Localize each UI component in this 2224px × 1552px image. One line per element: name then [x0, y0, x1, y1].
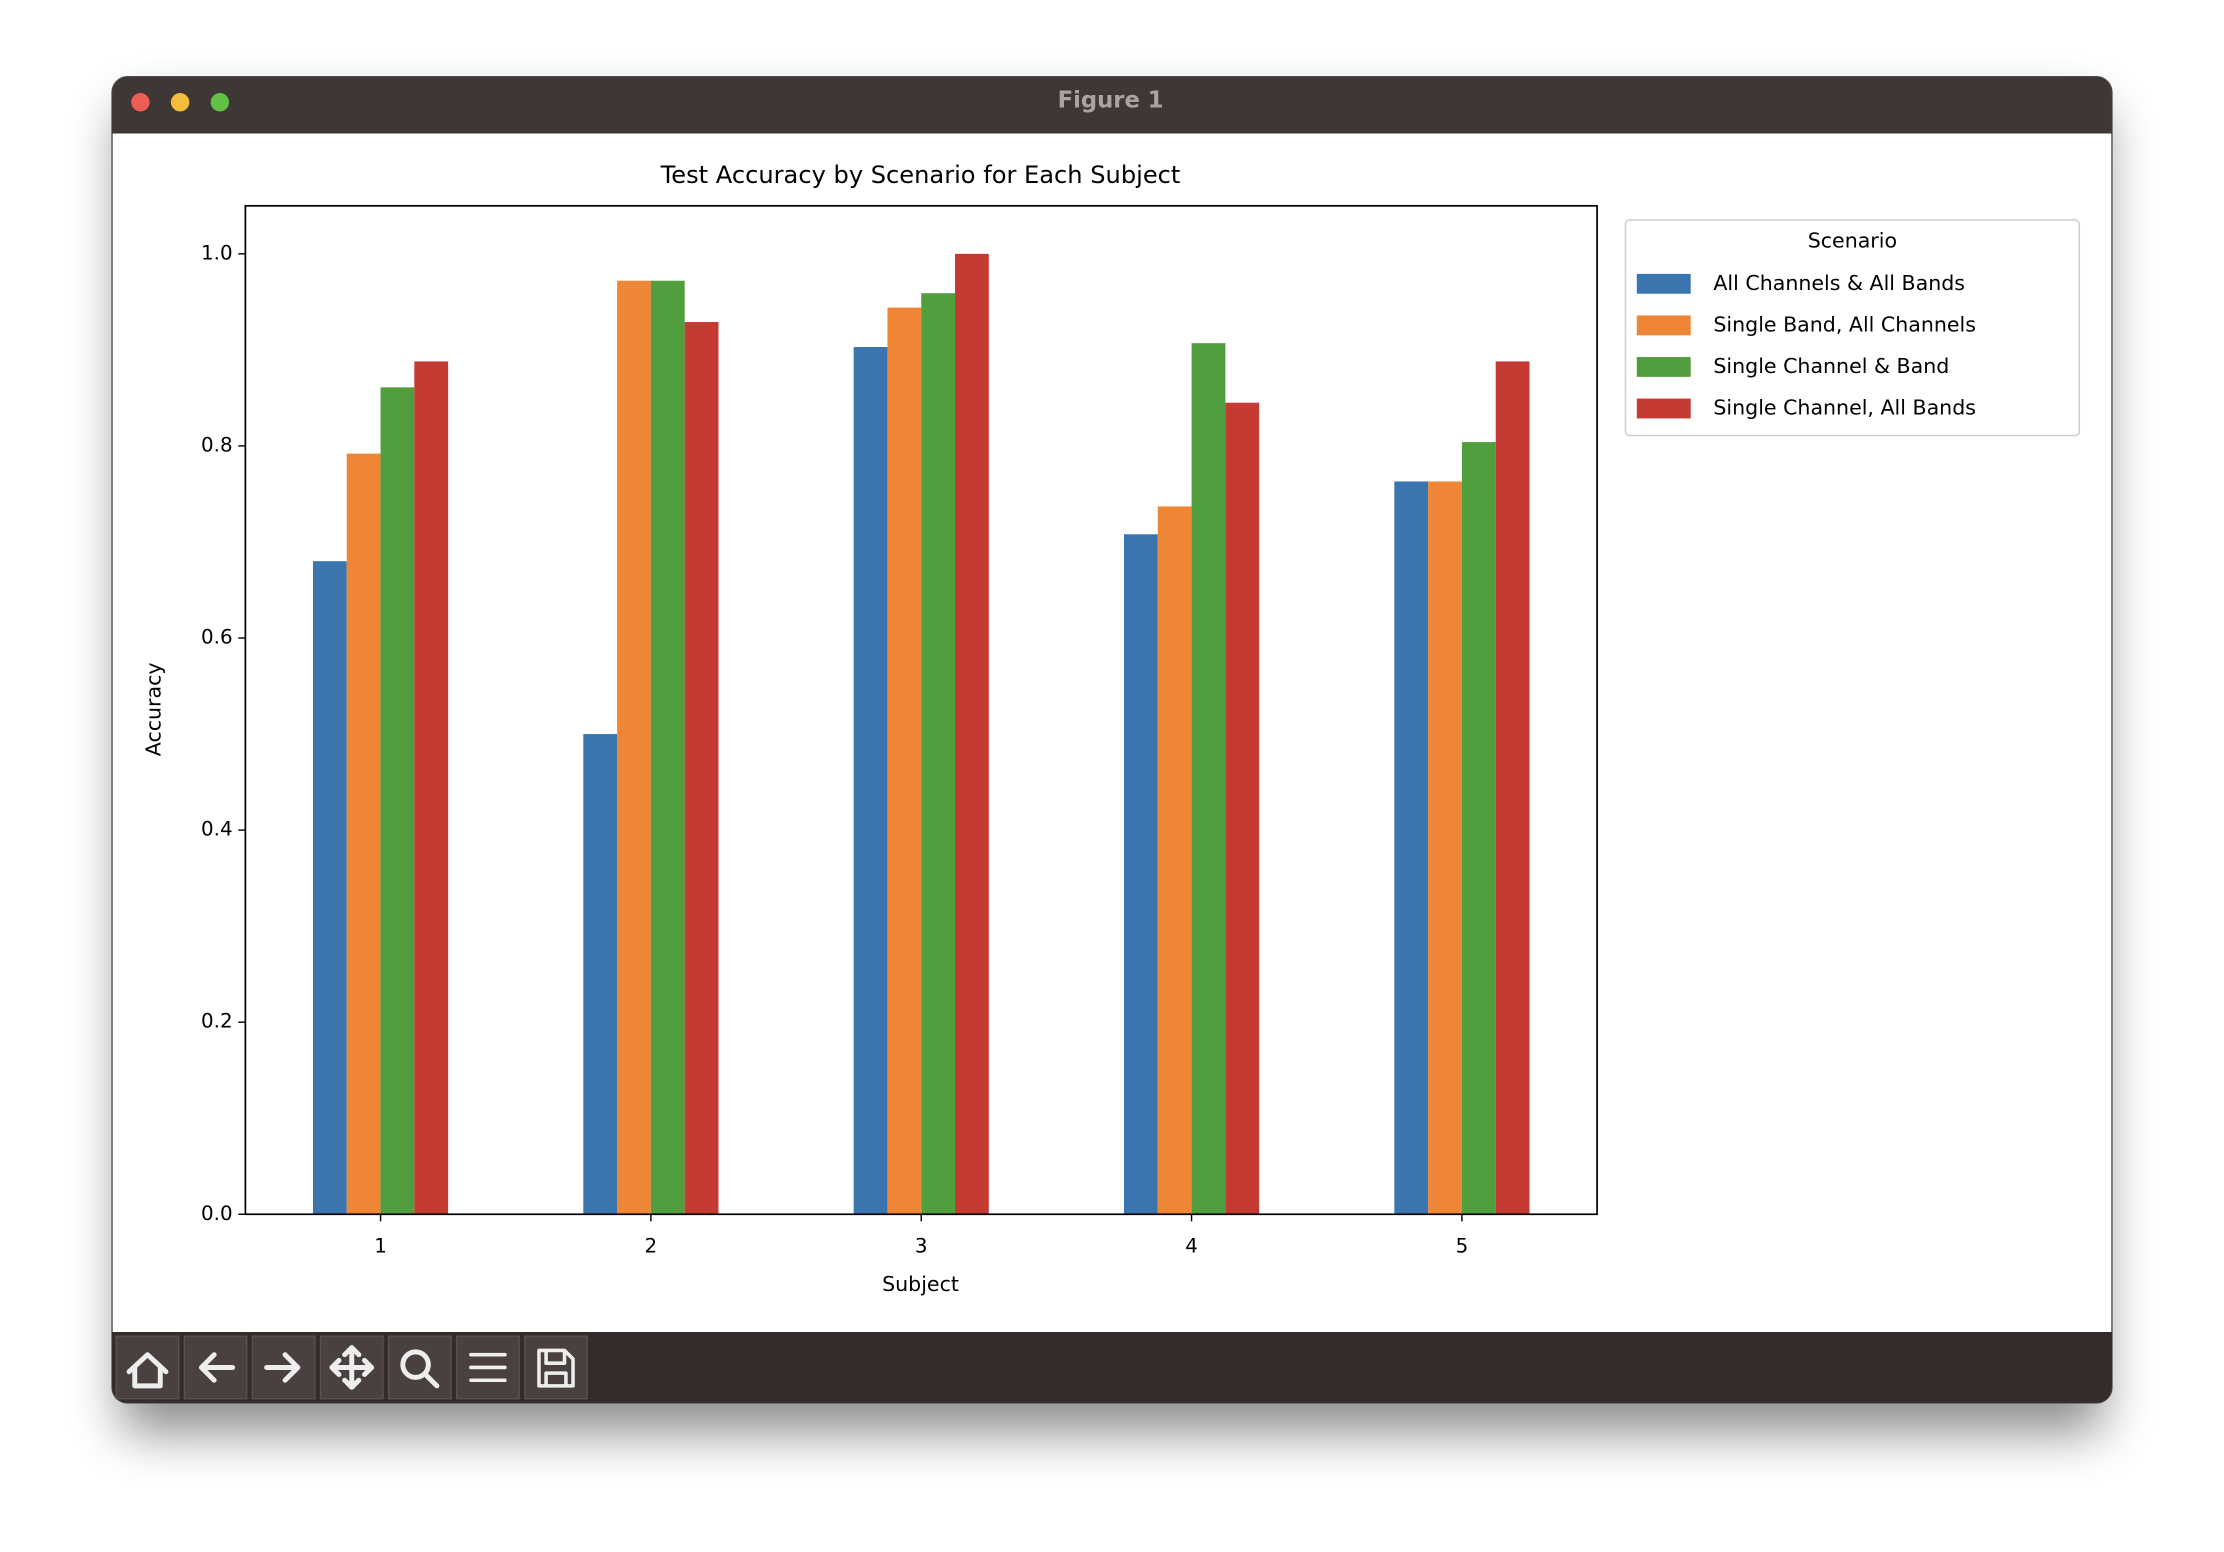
x-tick-label: 2 [645, 1234, 658, 1257]
bar [1225, 402, 1260, 1215]
bar [1191, 343, 1226, 1215]
bar [583, 734, 618, 1215]
legend-label: Single Band, All Channels [1713, 312, 1976, 336]
bar [1394, 481, 1429, 1215]
pan-icon [329, 1345, 375, 1390]
bar [346, 453, 381, 1215]
y-tick-label: 0.8 [201, 433, 233, 456]
y-axis-label: Accuracy [142, 662, 166, 756]
save-icon [537, 1348, 575, 1388]
y-tick-label: 0.6 [201, 626, 233, 649]
zoom-icon [400, 1349, 431, 1380]
back-icon [198, 1352, 236, 1383]
y-tick-label: 0.2 [201, 1010, 233, 1033]
window-title: Figure 1 [1058, 87, 1164, 113]
bar [684, 322, 719, 1215]
bar [650, 280, 685, 1215]
home-button[interactable] [115, 1335, 180, 1400]
forward-icon [264, 1352, 301, 1383]
title-bar [112, 76, 2112, 134]
bar [617, 280, 651, 1215]
close-button[interactable] [131, 93, 150, 112]
axes-frame [244, 204, 1598, 1216]
x-tick-label: 5 [1456, 1234, 1469, 1257]
y-tick-label: 1.0 [201, 241, 233, 264]
legend-label: Single Channel & Band [1713, 354, 1949, 378]
legend-swatch [1636, 398, 1691, 419]
legend-label: Single Channel, All Bands [1713, 396, 1976, 420]
zoom-icon-handle [423, 1372, 440, 1389]
toolbar-icons [126, 1345, 575, 1390]
bar [1428, 481, 1462, 1215]
bar [955, 253, 989, 1215]
bar [1123, 534, 1158, 1215]
bar [1157, 506, 1192, 1215]
legend-swatch [1636, 273, 1691, 294]
y-tick-label: 0.4 [201, 818, 233, 841]
legend-swatch [1636, 315, 1691, 336]
legend-label: All Channels & All Bands [1713, 271, 1965, 295]
x-tick-label: 1 [374, 1234, 387, 1257]
bar [1461, 442, 1496, 1215]
bar [414, 361, 449, 1215]
zoom-button[interactable] [210, 93, 230, 112]
home-icon [126, 1352, 169, 1389]
legend-title: Scenario [1808, 228, 1897, 252]
x-axis-label: Subject [882, 1272, 959, 1296]
bar [921, 293, 956, 1215]
y-tick-label: 0.0 [201, 1202, 233, 1225]
legend-box [1624, 219, 2081, 437]
zoom-tool-button[interactable] [387, 1335, 452, 1400]
x-tick-label: 4 [1185, 1234, 1198, 1257]
x-tick-label: 3 [915, 1234, 928, 1257]
bar [887, 307, 922, 1215]
toolbar [112, 1332, 2112, 1403]
bar [853, 347, 888, 1215]
bar [1495, 361, 1530, 1215]
save-button[interactable] [524, 1335, 588, 1400]
plot-area: 0.0 0.2 0.4 0.6 0.8 1.0 1 2 3 4 5 [201, 241, 1530, 1257]
chart-title: Test Accuracy by Scenario for Each Subje… [660, 161, 1181, 189]
legend-swatch [1636, 357, 1691, 377]
bar [312, 561, 347, 1215]
bar [380, 387, 415, 1215]
minimize-button[interactable] [170, 93, 190, 112]
configure-icon [469, 1352, 507, 1382]
legend: Scenario All Channels & All Bands Single … [1624, 219, 2081, 437]
